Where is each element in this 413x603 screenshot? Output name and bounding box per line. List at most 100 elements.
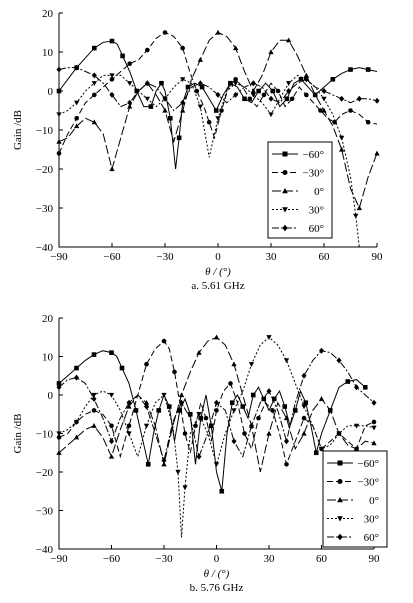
y-tick-label: −20 [36, 467, 54, 479]
data-point [109, 423, 114, 429]
data-point [233, 77, 238, 82]
data-point [250, 392, 256, 398]
data-point [109, 166, 115, 172]
legend-label: −60° [357, 458, 379, 470]
data-point [56, 112, 62, 118]
data-point [215, 91, 221, 98]
data-point [109, 91, 115, 98]
data-point [270, 88, 276, 94]
data-point [231, 438, 237, 445]
data-point [312, 92, 318, 98]
x-tick-label: 90 [372, 251, 384, 263]
x-tick-label: −90 [50, 251, 68, 263]
series-4 [56, 347, 377, 464]
data-point [213, 108, 219, 113]
data-point [74, 100, 80, 106]
data-point [353, 213, 359, 219]
data-point [256, 415, 261, 421]
data-point [126, 431, 132, 437]
data-point [374, 97, 380, 104]
data-point [182, 431, 188, 436]
data-point [365, 119, 371, 125]
data-point [108, 453, 115, 459]
legend-marker [282, 207, 288, 213]
x-tick-label: 60 [316, 553, 328, 565]
data-point [301, 404, 307, 410]
y-axis-label: Gain /dB [12, 413, 24, 453]
figure-caption: b. 5.76 GHz [190, 582, 244, 594]
series-3 [56, 73, 360, 248]
data-point [108, 392, 115, 398]
data-point [127, 103, 133, 109]
data-point [339, 95, 345, 102]
data-point [109, 73, 115, 79]
data-point [301, 430, 307, 436]
data-point [248, 362, 255, 367]
data-point [172, 369, 177, 375]
data-point [180, 99, 186, 106]
data-point [91, 81, 97, 86]
data-point [180, 107, 186, 113]
series-2 [56, 334, 377, 473]
data-point [161, 338, 167, 344]
data-point [91, 408, 97, 413]
data-point [74, 123, 80, 129]
data-point [56, 384, 62, 391]
y-tick-label: 0 [48, 390, 54, 402]
data-point [233, 81, 239, 86]
data-point [145, 47, 150, 53]
data-point [56, 381, 62, 386]
data-point [371, 425, 377, 431]
data-point [228, 80, 233, 86]
data-point [318, 446, 325, 452]
data-point [266, 388, 272, 395]
data-point [108, 438, 115, 445]
data-point [91, 392, 97, 398]
data-point [196, 453, 202, 460]
legend-label: 60° [364, 532, 379, 544]
data-point [56, 449, 62, 455]
x-axis-label: θ / (°) [205, 266, 231, 278]
legend-marker [282, 170, 288, 175]
data-point [74, 116, 79, 121]
data-point [156, 408, 162, 413]
data-point [203, 415, 209, 421]
data-point [339, 146, 345, 152]
legend-label: 60° [309, 223, 324, 235]
data-point [353, 384, 360, 391]
data-point [56, 151, 62, 156]
data-point [268, 112, 274, 118]
data-point [286, 81, 292, 86]
data-point [161, 392, 167, 398]
legend-marker [282, 188, 288, 194]
data-point [336, 431, 342, 437]
data-point [180, 45, 185, 51]
data-point [119, 365, 125, 371]
x-tick-label: 0 [215, 251, 221, 263]
x-tick-label: 30 [264, 553, 276, 565]
series-1 [56, 30, 378, 156]
chart-b: −90 −60 −30 0 30 60 90 20 10 0 −10 −20 −30 −40 Gain /d… [12, 313, 388, 594]
data-point [356, 205, 362, 211]
data-point [286, 88, 292, 94]
data-point [159, 80, 164, 86]
legend-label: −30° [302, 168, 324, 180]
data-point [196, 349, 202, 355]
data-point [127, 81, 133, 86]
y-axis-label: Gain /dB [12, 110, 24, 150]
legend-label: −30° [357, 477, 379, 489]
data-point [301, 415, 307, 421]
data-point [250, 80, 256, 87]
data-point [321, 96, 327, 102]
series-0 [56, 38, 378, 170]
data-point [127, 99, 133, 106]
data-point [371, 440, 377, 446]
data-point [371, 419, 377, 425]
y-tick-label: −40 [36, 544, 54, 556]
data-point [180, 77, 186, 83]
data-point [133, 408, 139, 413]
legend-box [322, 450, 388, 548]
x-tick-label: 0 [214, 553, 220, 565]
data-point [213, 462, 220, 468]
y-tick-label: 20 [42, 8, 54, 20]
